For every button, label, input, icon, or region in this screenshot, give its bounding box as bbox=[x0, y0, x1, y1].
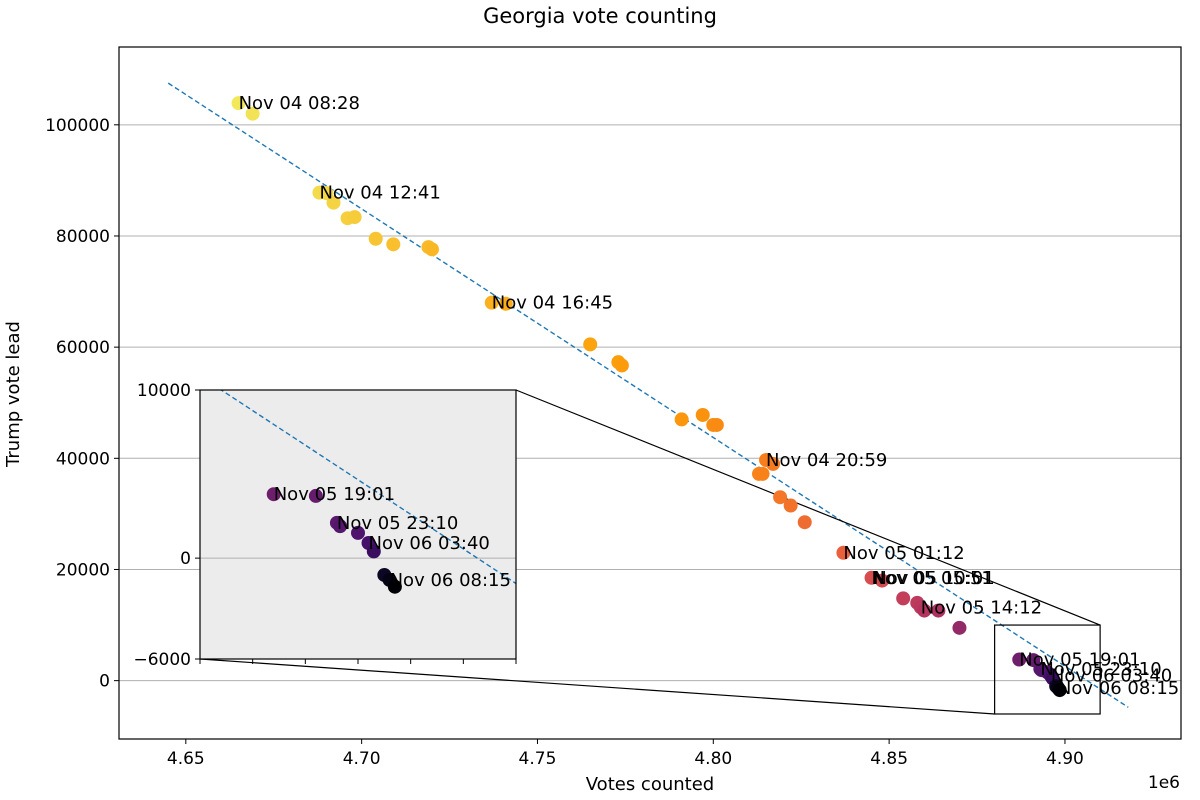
trend-line-segment bbox=[167, 82, 1129, 708]
data-point bbox=[583, 337, 598, 352]
y-axis-label: Trump vote lead bbox=[3, 321, 24, 468]
data-point bbox=[766, 456, 781, 471]
inset-annotation: Nov 06 08:15 bbox=[390, 570, 511, 591]
trend-line bbox=[167, 82, 1129, 708]
inset-annotation: Nov 05 19:01 bbox=[274, 484, 395, 505]
data-point bbox=[783, 498, 798, 513]
data-point bbox=[484, 295, 499, 310]
x-axis-label: Votes counted bbox=[586, 774, 714, 795]
data-point bbox=[709, 417, 724, 432]
y-tick-label: 80000 bbox=[56, 227, 110, 247]
zoom-box-rect bbox=[994, 624, 1101, 715]
y-tick-label: 60000 bbox=[56, 338, 110, 358]
point-annotation: Nov 06 03:40 bbox=[1051, 666, 1172, 687]
inset-data-point bbox=[366, 544, 381, 559]
data-point bbox=[836, 545, 851, 560]
point-annotation: Nov 05 23:10 bbox=[1040, 659, 1161, 680]
data-points bbox=[231, 96, 1067, 698]
y-tick-label: 40000 bbox=[56, 449, 110, 469]
inset-data-point bbox=[387, 579, 402, 594]
x-tick-label: 4.65 bbox=[167, 749, 205, 769]
point-annotation: Nov 05 05:51 bbox=[872, 568, 993, 589]
y-tick-label: 20000 bbox=[56, 560, 110, 580]
y-tick-label: 100000 bbox=[45, 116, 110, 136]
point-annotation: Nov 04 16:45 bbox=[492, 293, 613, 314]
point-annotation: Nov 05 01:12 bbox=[843, 543, 964, 564]
data-point bbox=[245, 106, 260, 121]
plot-frame bbox=[118, 46, 1182, 740]
data-point bbox=[797, 515, 812, 530]
data-point bbox=[755, 466, 770, 481]
data-point bbox=[614, 358, 629, 373]
zoom-connectors bbox=[199, 389, 1101, 715]
point-annotation: Nov 04 08:28 bbox=[239, 93, 360, 114]
point-annotation: Nov 04 20:59 bbox=[766, 450, 887, 471]
data-point bbox=[952, 620, 967, 635]
data-point bbox=[231, 96, 246, 111]
inset-data-point bbox=[266, 487, 281, 502]
inset-y-tick-label: 0 bbox=[180, 549, 191, 569]
point-annotations: Nov 04 08:28 Nov 04 12:41 Nov 04 16:45 Nov … bbox=[239, 93, 1180, 699]
point-annotation: Nov 06 08:15 bbox=[1058, 678, 1179, 699]
inset-data-point bbox=[351, 525, 365, 540]
point-annotation: Nov 04 12:41 bbox=[319, 183, 440, 204]
x-axis-ticks: 4.65 4.70 4.75 4.80 4.85 4.90 bbox=[167, 739, 1084, 769]
data-point bbox=[347, 210, 362, 225]
data-point bbox=[1012, 652, 1027, 667]
inset-data-point bbox=[308, 488, 323, 503]
data-point bbox=[695, 407, 710, 422]
x-tick-label: 4.75 bbox=[519, 749, 557, 769]
inset-annotation: Nov 05 23:10 bbox=[337, 513, 458, 534]
x-tick-label: 4.70 bbox=[343, 749, 381, 769]
x-tick-label: 4.90 bbox=[1046, 749, 1084, 769]
x-tick-label: 4.85 bbox=[870, 749, 908, 769]
data-point bbox=[917, 603, 932, 618]
data-point bbox=[674, 412, 689, 427]
data-point bbox=[931, 603, 946, 618]
data-point bbox=[875, 573, 890, 588]
data-point bbox=[896, 591, 911, 606]
data-point bbox=[326, 195, 341, 210]
data-point bbox=[424, 242, 439, 257]
connector-line bbox=[515, 389, 1101, 626]
point-annotation: Nov 05 19:01 bbox=[1019, 650, 1140, 671]
data-point bbox=[864, 570, 879, 585]
data-point bbox=[1052, 683, 1067, 698]
data-point bbox=[368, 231, 383, 246]
x-axis-offset: 1e6 bbox=[1148, 773, 1180, 793]
data-point bbox=[498, 296, 513, 311]
y-axis-ticks: 0 20000 40000 60000 80000 100000 bbox=[45, 116, 119, 692]
data-point bbox=[386, 237, 401, 252]
zoom-region-box bbox=[994, 624, 1101, 715]
x-tick-label: 4.80 bbox=[694, 749, 732, 769]
inset-y-tick-label: −6000 bbox=[133, 650, 191, 670]
point-annotation: Nov 05 14:12 bbox=[921, 597, 1042, 618]
connector-line bbox=[199, 658, 995, 715]
chart-title: Georgia vote counting bbox=[483, 4, 717, 28]
inset-data-point bbox=[333, 519, 348, 534]
data-point bbox=[773, 490, 788, 505]
point-annotation: Nov 05 10:01 bbox=[873, 568, 994, 589]
y-tick-label: 0 bbox=[99, 672, 110, 692]
inset-y-tick-label: 10000 bbox=[137, 381, 191, 401]
inset-background bbox=[200, 390, 516, 659]
inset-annotation: Nov 06 03:40 bbox=[369, 533, 490, 554]
